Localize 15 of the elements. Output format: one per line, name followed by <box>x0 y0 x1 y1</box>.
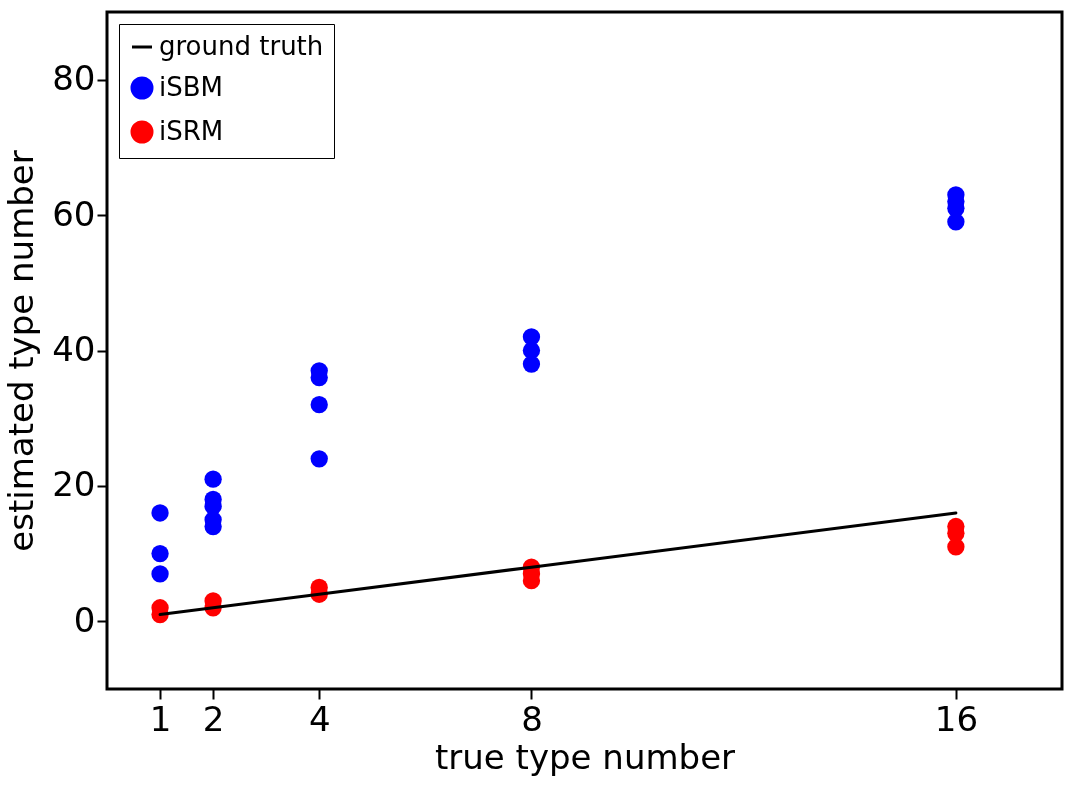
x-tick-label: 2 <box>202 698 225 739</box>
legend-label: iSRM <box>159 116 224 146</box>
y-tick-label: 0 <box>73 599 96 640</box>
legend-label: ground truth <box>159 31 324 61</box>
y-tick-label: 40 <box>52 329 96 369</box>
y-tick-label: 20 <box>52 464 96 505</box>
x-axis-title: true type number <box>434 736 736 777</box>
x-tick-label: 1 <box>149 698 172 739</box>
x-tick-label: 16 <box>934 698 979 739</box>
x-tick-label: 8 <box>521 698 543 739</box>
x-tick-label: 4 <box>308 698 331 739</box>
y-axis-title: estimated type number <box>1 150 42 552</box>
legend-label: iSBM <box>159 72 223 102</box>
y-tick-label: 80 <box>52 58 96 99</box>
y-tick-label: 60 <box>52 193 96 234</box>
